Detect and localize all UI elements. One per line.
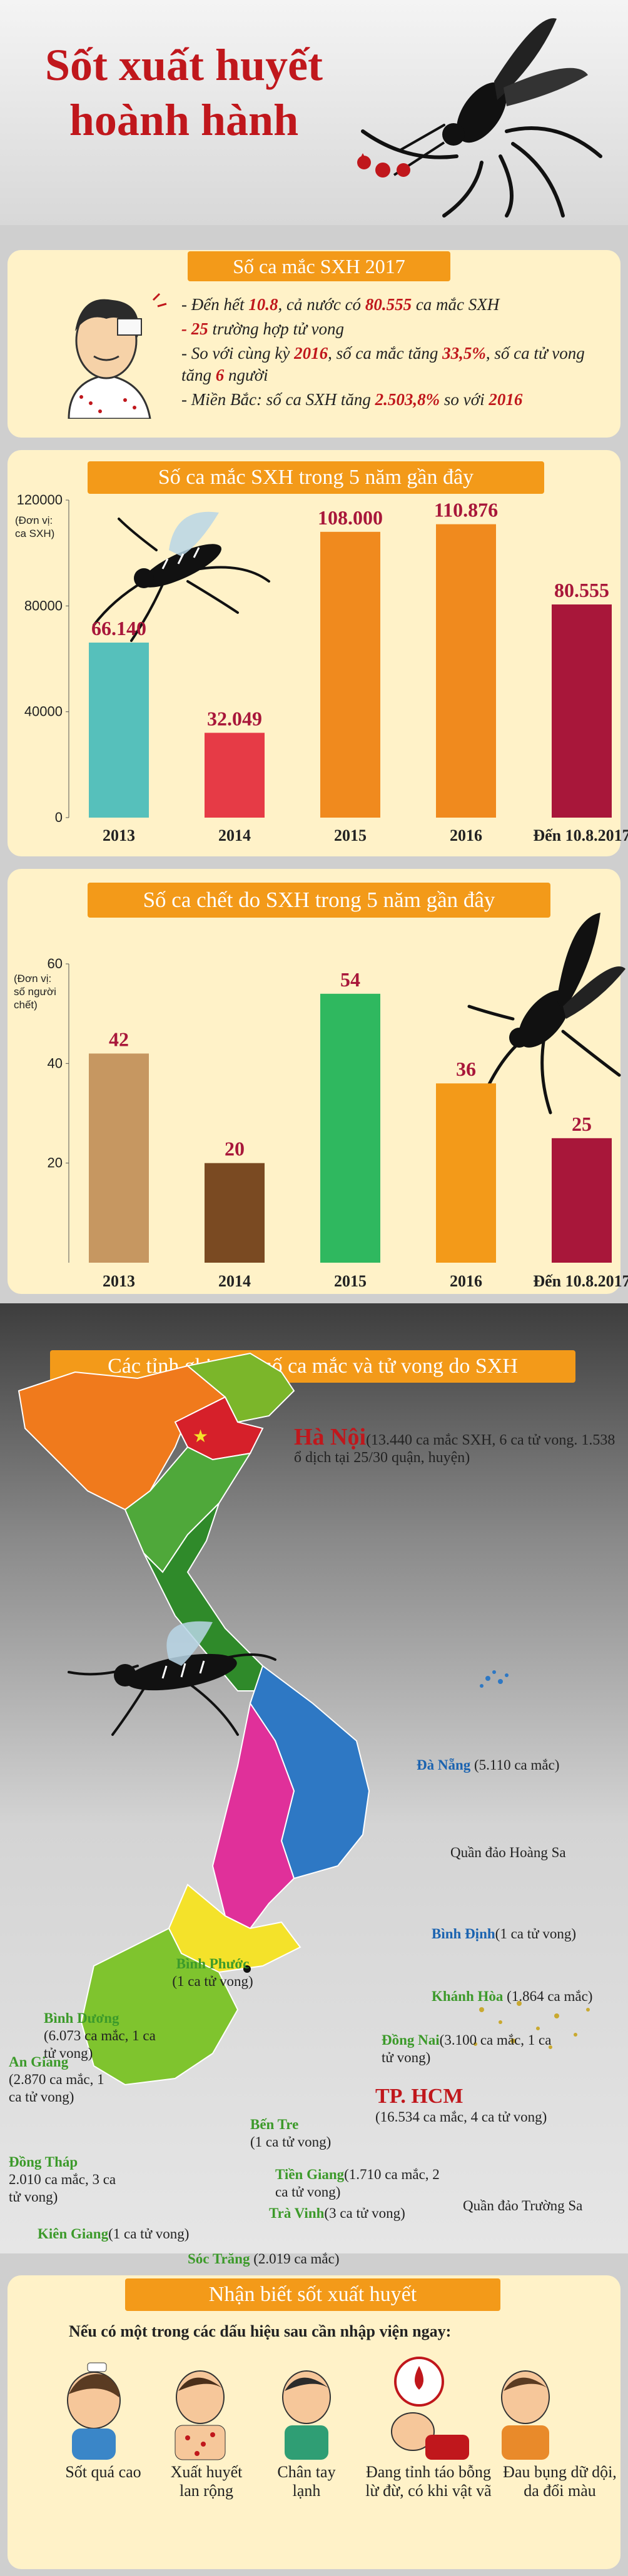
deaths-value-label: 36 [456, 1058, 476, 1080]
symptom-item: Đau bụng dữ dội, da đổi màu [503, 2463, 617, 2500]
label-hanoi: Hà Nội(13.440 ca mắc SXH, 6 ca tử vong. … [294, 1424, 615, 1466]
deaths-unit-label: (Đơn vị: số người chết) [14, 973, 56, 1011]
symptom-item: Sốt quá cao [65, 2463, 141, 2481]
cases-category-label: 2016 [450, 826, 482, 844]
stomach-pain-child-icon [501, 2370, 550, 2460]
deaths-y-tick-label: 40 [48, 1055, 63, 1071]
label-travinh: Trà Vinh(3 ca tử vong) [269, 2205, 405, 2221]
map-region-mekong [80, 1927, 239, 2086]
label-binhphuoc: Bình Phước (1 ca tử vong) [172, 1956, 253, 1989]
deaths-value-label: 54 [340, 968, 360, 991]
cases-value-label: 32.049 [207, 707, 262, 729]
fever-child-icon [67, 2362, 121, 2460]
deaths-bar [89, 1053, 149, 1263]
cases-value-label: 80.555 [554, 579, 609, 601]
label-danang: Đà Nẵng (5.110 ca mắc) [417, 1757, 560, 1773]
deaths-category-label: 2013 [103, 1272, 135, 1290]
label-kiengiang: Kiên Giang(1 ca tử vong) [38, 2226, 190, 2242]
cases-value-label: 66.140 [91, 617, 146, 639]
symptoms-intro: Nếu có một trong các dấu hiệu sau cần nh… [69, 2322, 452, 2340]
cases-unit-label: (Đơn vị: ca SXH) [15, 514, 55, 539]
cases-y-tick-label: 120000 [17, 492, 63, 508]
cases-bar [205, 733, 265, 818]
symptom-item: Chân tay lạnh [277, 2463, 336, 2500]
hanoi-star-icon: ★ [193, 1426, 208, 1446]
label-bentre: Bến Tre (1 ca tử vong) [250, 2117, 332, 2150]
label-dongthap: Đồng Tháp 2.010 ca mắc, 3 ca tử vong) [9, 2154, 116, 2205]
deaths-value-label: 42 [109, 1028, 129, 1050]
cases-value-label: 110.876 [434, 499, 498, 521]
cases-value-label: 108.000 [318, 506, 383, 529]
vietnam-map: ★ [18, 1352, 590, 2086]
deaths-bar [552, 1138, 612, 1263]
deaths-bar [205, 1163, 265, 1263]
stats-2017-heading: Số ca mắc SXH 2017 [188, 251, 450, 281]
page-title: Sốt xuất huyết hoành hành [21, 38, 347, 148]
stat-bullet-3: - So với cùng kỳ 2016, số ca mắc tăng 33… [181, 344, 585, 384]
mosquito-title-icon [357, 18, 602, 218]
cases-category-label: 2015 [334, 826, 367, 844]
cases-y-tick-label: 0 [55, 809, 63, 825]
symptoms-heading: Nhận biết sốt xuất huyết [125, 2278, 500, 2311]
mosquito-decoration-icon [93, 511, 270, 642]
deaths-chart-heading: Số ca chết do SXH trong 5 năm gần đây [88, 883, 550, 918]
deaths-bar-chart: 20 40 60 42 2013 20 2014 54 2015 36 2016 25 Đến 10.8… [48, 913, 628, 1290]
label-hoangsa: Quần đảo Hoàng Sa [450, 1845, 566, 1860]
deaths-bar [436, 1083, 496, 1263]
cases-bar [552, 604, 612, 818]
label-truongsa: Quần đảo Trường Sa [463, 2198, 583, 2213]
symptom-item: Xuất huyết lan rộng [170, 2463, 243, 2500]
label-binhduong: Bình Dương (6.073 ca mắc, 1 ca tử vong) [44, 2010, 156, 2061]
symptom-illustrations [67, 2357, 550, 2460]
deaths-value-label: 20 [225, 1138, 245, 1160]
truongsa-islands-icon [474, 2001, 590, 2049]
stat-bullet-4: - Miền Bắc: số ca SXH tăng 2.503,8% so v… [181, 390, 523, 409]
title-line-1: Sốt xuất huyết [44, 40, 323, 90]
deaths-value-label: 25 [572, 1113, 592, 1135]
cases-y-tick-label: 40000 [24, 704, 63, 719]
stats-2017-bullets: - Đến hết 10.8, cả nước có 80.555 ca mắc… [181, 294, 607, 413]
cases-category-label: 2014 [218, 826, 251, 844]
cases-y-tick-label: 80000 [24, 598, 63, 613]
label-soctrang: Sóc Trăng (2.019 ca mắc) [188, 2251, 340, 2267]
deaths-category-label: Đến 10.8.2017 [533, 1272, 628, 1290]
label-dongnai: Đồng Nai(3.100 ca mắc, 1 ca tử vong) [382, 2032, 552, 2065]
hcm-dot-icon [243, 1965, 251, 1973]
label-hcm: TP. HCM (16.534 ca mắc, 4 ca tử vong) [375, 2085, 547, 2125]
cases-category-label: 2013 [103, 826, 135, 844]
cases-chart-heading: Số ca mắc SXH trong 5 năm gần đây [88, 461, 544, 494]
cases-bar [89, 643, 149, 818]
cases-bar [436, 524, 496, 818]
label-angiang: An Giang (2.870 ca mắc, 1 ca tử vong) [9, 2054, 104, 2105]
deaths-y-tick-label: 20 [48, 1155, 63, 1171]
hoangsa-islands-icon [480, 1670, 509, 1688]
deaths-category-label: 2015 [334, 1272, 367, 1290]
cases-category-label: Đến 10.8.2017 [533, 826, 628, 844]
bleeding-child-icon [175, 2370, 226, 2460]
cases-bar-chart: 0 40000 80000 120000 66.140 2013 32.049 2014 108… [17, 492, 628, 844]
stat-bullet-1: - Đến hết 10.8, cả nước có 80.555 ca mắc… [181, 295, 500, 314]
label-tiengiang: Tiền Giang(1.710 ca mắc, 2 ca tử vong) [275, 2167, 440, 2200]
deaths-bar [320, 993, 380, 1263]
title-line-2: hoành hành [69, 95, 299, 145]
symptom-item: Đang tỉnh táo bỗng lừ đừ, có khi vật vã [365, 2463, 492, 2500]
deaths-y-tick-label: 60 [48, 956, 63, 971]
label-binhdinh: Bình Định(1 ca tử vong) [432, 1926, 576, 1942]
map-region-highlands [211, 1701, 295, 1930]
deaths-category-label: 2014 [218, 1272, 251, 1290]
mosquito-silhouette-icon [467, 913, 625, 1115]
mosquito-map-icon [68, 1621, 276, 1736]
map-region-northwest [18, 1365, 226, 1511]
label-khanhhoa: Khánh Hòa (1.864 ca mắc) [432, 1988, 593, 2004]
lethargic-child-icon [391, 2357, 469, 2460]
cases-bar [320, 531, 380, 818]
stat-bullet-2: - 25 trường hợp tử vong [181, 319, 345, 338]
cold-limbs-child-icon [282, 2370, 331, 2460]
title-banner [0, 0, 628, 225]
deaths-category-label: 2016 [450, 1272, 482, 1290]
sick-person-icon [68, 293, 167, 419]
